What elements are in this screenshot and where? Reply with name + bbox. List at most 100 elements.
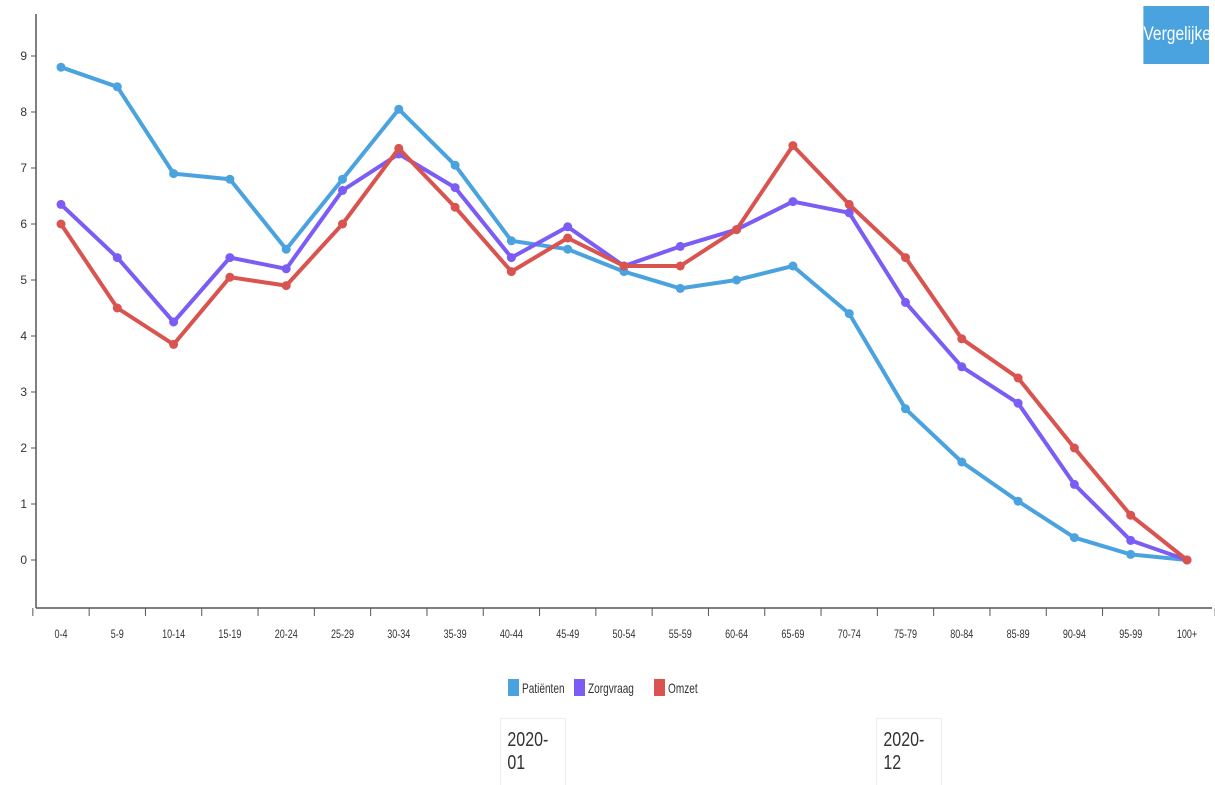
data-point — [112, 82, 122, 92]
y-tick-label: 2 — [20, 441, 27, 455]
data-point — [563, 244, 573, 254]
data-point — [788, 141, 798, 151]
data-point — [844, 208, 854, 218]
period-end-label: 2020-12 — [883, 729, 925, 774]
data-point — [225, 272, 235, 282]
data-point — [675, 241, 685, 251]
series-line — [59, 65, 1189, 562]
data-point — [281, 264, 291, 274]
data-point — [450, 183, 460, 193]
y-tick-label: 5 — [20, 273, 27, 287]
data-point — [1182, 555, 1192, 565]
data-point — [169, 339, 179, 349]
x-tick-label: 30-34 — [387, 628, 410, 642]
data-point — [1069, 443, 1079, 453]
data-point — [338, 219, 347, 229]
data-point — [619, 261, 629, 271]
data-point — [112, 253, 122, 263]
data-point — [788, 261, 798, 271]
data-point — [394, 104, 404, 114]
data-point — [788, 197, 798, 207]
data-point — [56, 199, 66, 209]
x-tick-label: 20-24 — [275, 628, 298, 642]
x-tick-label: 95-99 — [1119, 628, 1142, 642]
data-point — [1013, 496, 1023, 506]
y-tick-label: 1 — [20, 497, 27, 511]
data-point — [56, 62, 66, 72]
data-point — [901, 404, 910, 414]
data-point — [957, 362, 967, 372]
x-tick-label: 75-79 — [894, 628, 917, 642]
y-tick-label: 0 — [20, 553, 27, 567]
x-tick-label: 90-94 — [1063, 628, 1086, 642]
x-tick-label: 10-14 — [162, 628, 185, 642]
data-point — [225, 253, 235, 263]
data-point — [675, 283, 685, 293]
x-tick-label: 85-89 — [1007, 628, 1030, 642]
data-point — [844, 309, 854, 319]
data-point — [506, 236, 516, 246]
y-tick-label: 7 — [20, 161, 27, 175]
data-point — [338, 185, 347, 195]
data-point — [563, 233, 573, 243]
data-point — [732, 275, 742, 285]
y-tick-label: 4 — [20, 329, 27, 343]
data-point — [844, 199, 854, 209]
data-point — [450, 202, 460, 212]
data-point — [1069, 533, 1079, 543]
data-point — [281, 281, 291, 291]
x-tick-label: 40-44 — [500, 628, 523, 642]
period-start-box[interactable]: 2020-01 — [500, 718, 566, 785]
x-tick-label: 70-74 — [838, 628, 861, 642]
data-point — [901, 253, 910, 263]
data-point — [338, 174, 347, 184]
x-tick-label: 25-29 — [331, 628, 354, 642]
x-tick-label: 0-4 — [55, 628, 68, 642]
y-tick-label: 8 — [20, 105, 27, 119]
data-point — [1126, 510, 1136, 520]
data-point — [225, 174, 235, 184]
y-tick-label: 6 — [20, 217, 27, 231]
data-point — [394, 143, 404, 153]
x-tick-label: 55-59 — [669, 628, 692, 642]
data-point — [957, 457, 967, 467]
x-tick-label: 35-39 — [444, 628, 467, 642]
data-point — [112, 303, 122, 313]
legend-swatch — [574, 679, 585, 696]
x-tick-label: 65-69 — [781, 628, 804, 642]
legend-swatch — [508, 679, 519, 696]
period-end-box[interactable]: 2020-12 — [876, 718, 942, 785]
legend-label: Zorgvraag — [588, 680, 634, 696]
data-point — [56, 219, 66, 229]
x-tick-label: 80-84 — [950, 628, 973, 642]
legend-label: Omzet — [668, 680, 698, 696]
data-point — [732, 225, 742, 235]
data-point — [450, 160, 460, 170]
data-point — [1013, 398, 1023, 408]
data-point — [506, 267, 516, 277]
data-point — [957, 334, 967, 344]
data-point — [506, 253, 516, 263]
period-start-label: 2020-01 — [507, 729, 549, 774]
compare-button[interactable]: Vergelijken — [1143, 6, 1215, 64]
data-point — [563, 222, 573, 232]
data-point — [281, 244, 291, 254]
data-point — [1013, 373, 1023, 383]
data-point — [1126, 549, 1136, 559]
x-tick-label: 100+ — [1177, 628, 1197, 642]
y-tick-label: 9 — [20, 49, 27, 63]
x-tick-label: 5-9 — [111, 628, 124, 642]
x-tick-label: 60-64 — [725, 628, 748, 642]
x-tick-label: 50-54 — [612, 628, 635, 642]
data-point — [1069, 479, 1079, 489]
x-tick-label: 15-19 — [218, 628, 241, 642]
data-point — [901, 297, 910, 307]
data-point — [1126, 535, 1136, 545]
x-tick-label: 45-49 — [556, 628, 579, 642]
data-point — [169, 169, 179, 179]
data-point — [169, 317, 179, 327]
y-tick-label: 3 — [20, 385, 27, 399]
legend-label: Patiënten — [522, 680, 565, 696]
data-point — [675, 261, 685, 271]
